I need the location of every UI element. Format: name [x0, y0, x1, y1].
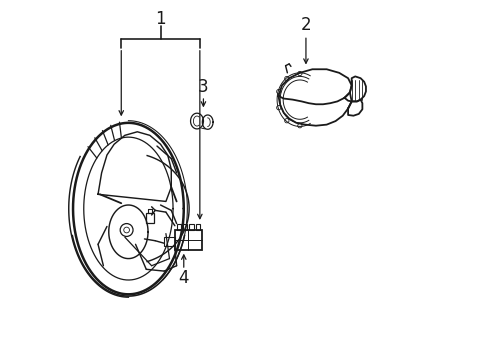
- Text: 1: 1: [155, 10, 165, 28]
- Bar: [196, 224, 200, 230]
- Bar: [183, 224, 187, 230]
- Bar: [175, 230, 201, 249]
- Text: 4: 4: [178, 269, 189, 287]
- Text: 3: 3: [198, 78, 208, 96]
- Bar: [146, 213, 154, 223]
- Text: 2: 2: [300, 15, 311, 33]
- Bar: [164, 237, 175, 246]
- Bar: [176, 224, 181, 230]
- Bar: [189, 224, 193, 230]
